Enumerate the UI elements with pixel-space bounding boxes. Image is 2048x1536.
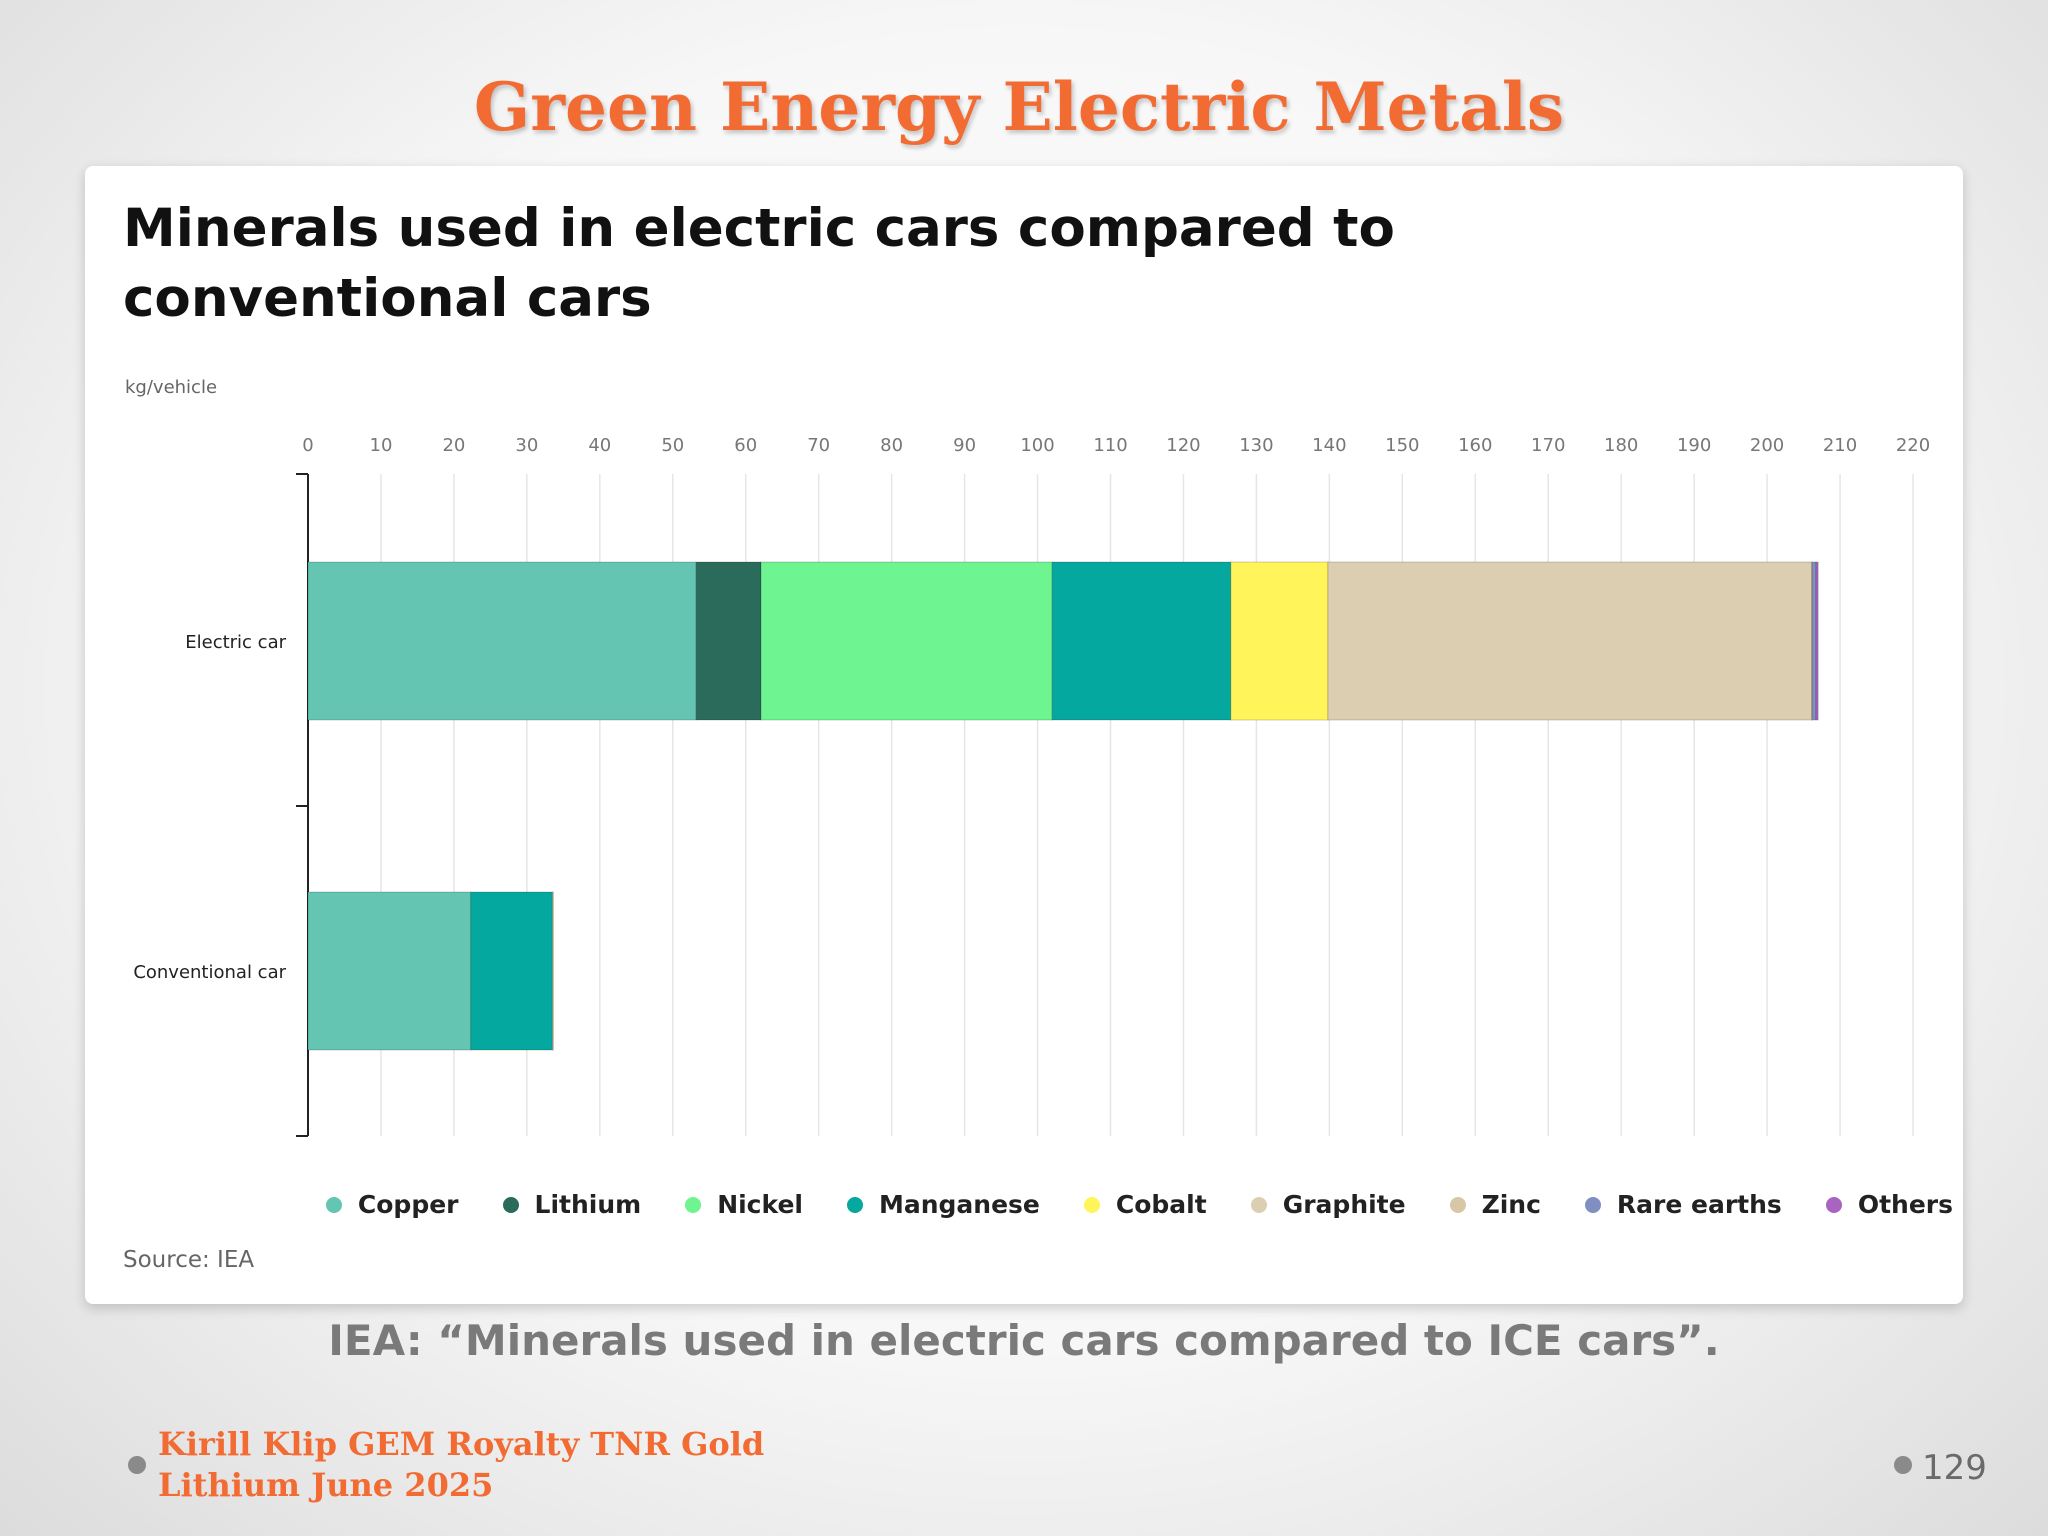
legend-swatch	[1825, 1196, 1842, 1213]
x-tick-label-0: 0	[302, 435, 313, 456]
legend-label: Zinc	[1481, 1190, 1541, 1219]
slide-title: Green Energy Electric Metals	[473, 68, 1565, 146]
bar-manganese-1	[470, 891, 553, 1051]
legend-item-zinc: Zinc	[1449, 1190, 1541, 1219]
x-tick-label-160: 160	[1458, 435, 1492, 456]
footer-bullet	[128, 1456, 146, 1474]
legend-label: Copper	[357, 1190, 459, 1219]
bar-nickel-0	[760, 561, 1053, 721]
x-tick-label-10: 10	[370, 435, 393, 456]
bar-lithium-0	[695, 561, 762, 721]
bar-copper-0	[307, 561, 697, 721]
legend-label: Graphite	[1282, 1190, 1406, 1219]
bar-zinc-1	[551, 891, 554, 1051]
x-tick-label-100: 100	[1020, 435, 1054, 456]
legend-item-cobalt: Cobalt	[1083, 1190, 1207, 1219]
footer-line-1: Kirill Klip GEM Royalty TNR Gold	[158, 1425, 765, 1463]
x-tick-label-40: 40	[588, 435, 611, 456]
legend-item-lithium: Lithium	[502, 1190, 642, 1219]
x-tick-label-110: 110	[1093, 435, 1127, 456]
x-tick-label-50: 50	[661, 435, 684, 456]
chart-card: Minerals used in electric cars compared …	[85, 166, 1963, 1304]
legend-label: Rare earths	[1616, 1190, 1782, 1219]
x-tick-label-80: 80	[880, 435, 903, 456]
legend-item-graphite: Graphite	[1250, 1190, 1406, 1219]
page-number: 129	[1922, 1448, 1987, 1488]
page-number-bullet	[1894, 1456, 1912, 1474]
x-tick-label-140: 140	[1312, 435, 1346, 456]
bar-manganese-0	[1051, 561, 1232, 721]
x-tick-label-30: 30	[515, 435, 538, 456]
bar-copper-1	[307, 891, 472, 1051]
x-tick-label-220: 220	[1896, 435, 1930, 456]
legend-swatch	[1250, 1196, 1267, 1213]
legend-swatch	[846, 1196, 863, 1213]
legend-item-copper: Copper	[325, 1190, 459, 1219]
bar-others-0	[1815, 561, 1819, 721]
legend-swatch	[1083, 1196, 1100, 1213]
legend-swatch	[685, 1196, 702, 1213]
x-tick-label-120: 120	[1166, 435, 1200, 456]
legend-item-manganese: Manganese	[846, 1190, 1040, 1219]
category-label-0: Electric car	[185, 632, 286, 653]
footer-line-2: Lithium June 2025	[158, 1466, 494, 1504]
legend-item-rare-earths: Rare earths	[1584, 1190, 1782, 1219]
bar-graphite-0	[1327, 561, 1813, 721]
chart-legend: Copper Lithium Nickel Manganese Cobalt Graphi…	[85, 1190, 1953, 1219]
bar-cobalt-0	[1230, 561, 1329, 721]
bar-rare-earths-0	[1811, 561, 1817, 721]
legend-swatch	[1584, 1196, 1601, 1213]
legend-swatch	[1449, 1196, 1466, 1213]
x-tick-label-150: 150	[1385, 435, 1419, 456]
footer-text: Kirill Klip GEM Royalty TNR Gold Lithium…	[158, 1424, 764, 1506]
x-tick-label-70: 70	[807, 435, 830, 456]
stacked-bar-chart: 0 10 20 30 40 50 60 70 80 90 100 110 120 130 140 150 160…	[133, 435, 1930, 1137]
chart-title: Minerals used in electric cars compared …	[123, 198, 1395, 329]
x-tick-label-180: 180	[1604, 435, 1638, 456]
x-tick-label-190: 190	[1677, 435, 1711, 456]
legend-item-others: Others	[1825, 1190, 1953, 1219]
legend-label: Cobalt	[1115, 1190, 1207, 1219]
chart-source: Source: IEA	[123, 1247, 255, 1273]
legend-label: Lithium	[534, 1190, 642, 1219]
category-label-1: Conventional car	[133, 962, 286, 983]
legend-label: Nickel	[717, 1190, 803, 1219]
x-tick-label-200: 200	[1750, 435, 1784, 456]
legend-label: Others	[1857, 1190, 1953, 1219]
legend-label: Manganese	[878, 1190, 1040, 1219]
unit-label: kg/vehicle	[125, 377, 218, 398]
x-tick-label-130: 130	[1239, 435, 1273, 456]
legend-swatch	[325, 1196, 342, 1213]
x-tick-label-210: 210	[1823, 435, 1857, 456]
x-tick-label-90: 90	[953, 435, 976, 456]
legend-swatch	[502, 1196, 519, 1213]
slide-caption: IEA: “Minerals used in electric cars com…	[328, 1316, 1720, 1365]
x-tick-label-20: 20	[442, 435, 465, 456]
legend-item-nickel: Nickel	[685, 1190, 803, 1219]
x-tick-label-60: 60	[734, 435, 757, 456]
x-tick-label-170: 170	[1531, 435, 1565, 456]
